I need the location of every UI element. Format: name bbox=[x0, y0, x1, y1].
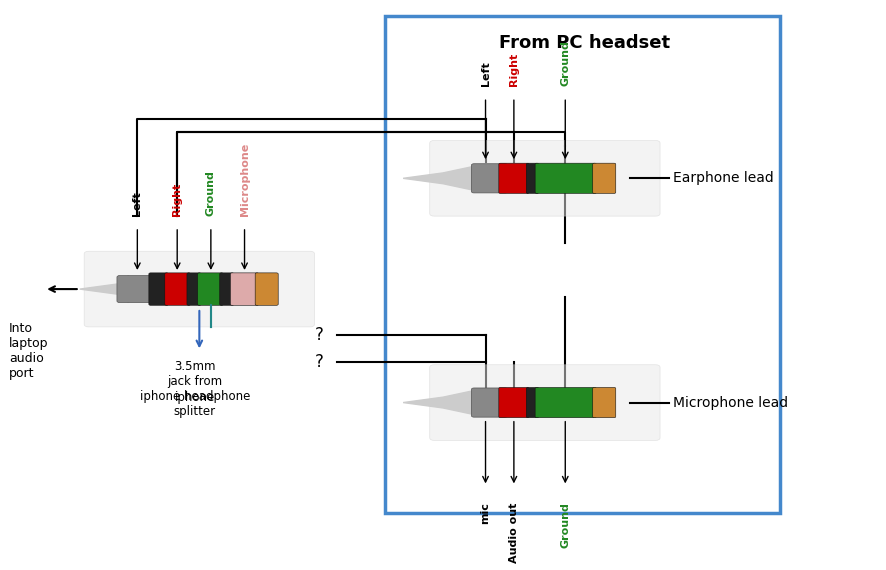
FancyBboxPatch shape bbox=[593, 163, 616, 193]
FancyBboxPatch shape bbox=[499, 388, 529, 418]
FancyBboxPatch shape bbox=[526, 163, 539, 193]
FancyBboxPatch shape bbox=[593, 388, 616, 418]
Text: iphone: iphone bbox=[175, 390, 215, 404]
FancyBboxPatch shape bbox=[149, 273, 168, 306]
FancyBboxPatch shape bbox=[84, 251, 315, 327]
Text: mic: mic bbox=[480, 503, 491, 524]
FancyBboxPatch shape bbox=[385, 16, 780, 514]
Text: Ground: Ground bbox=[560, 40, 571, 87]
FancyBboxPatch shape bbox=[430, 140, 660, 216]
Text: Earphone lead: Earphone lead bbox=[673, 172, 774, 185]
Text: Left: Left bbox=[132, 192, 143, 216]
Text: 3.5mm
jack from
iphone headphone
splitter: 3.5mm jack from iphone headphone splitte… bbox=[140, 360, 250, 418]
FancyBboxPatch shape bbox=[187, 273, 201, 306]
FancyBboxPatch shape bbox=[499, 163, 529, 193]
FancyBboxPatch shape bbox=[255, 273, 278, 306]
FancyBboxPatch shape bbox=[165, 273, 190, 306]
FancyBboxPatch shape bbox=[198, 273, 223, 306]
FancyBboxPatch shape bbox=[230, 273, 259, 306]
FancyBboxPatch shape bbox=[471, 388, 508, 417]
FancyBboxPatch shape bbox=[117, 275, 153, 303]
FancyBboxPatch shape bbox=[535, 163, 596, 193]
FancyBboxPatch shape bbox=[430, 365, 660, 441]
Text: Left: Left bbox=[480, 62, 491, 87]
FancyBboxPatch shape bbox=[471, 164, 508, 193]
Text: Audio out: Audio out bbox=[509, 503, 519, 563]
Text: ?: ? bbox=[315, 353, 323, 371]
Polygon shape bbox=[403, 165, 478, 192]
Text: Ground: Ground bbox=[206, 170, 216, 216]
Text: Ground: Ground bbox=[560, 503, 571, 548]
Text: Right: Right bbox=[172, 183, 183, 216]
Polygon shape bbox=[80, 275, 128, 303]
Text: From PC headset: From PC headset bbox=[499, 34, 671, 52]
Text: Into
laptop
audio
port: Into laptop audio port bbox=[9, 322, 49, 380]
Polygon shape bbox=[403, 389, 478, 416]
Text: Microphone lead: Microphone lead bbox=[673, 396, 789, 410]
FancyBboxPatch shape bbox=[535, 388, 596, 418]
FancyBboxPatch shape bbox=[220, 273, 234, 306]
Text: Right: Right bbox=[509, 53, 519, 87]
Text: ?: ? bbox=[315, 326, 323, 344]
FancyBboxPatch shape bbox=[526, 388, 539, 418]
Text: Microphone: Microphone bbox=[239, 143, 250, 216]
